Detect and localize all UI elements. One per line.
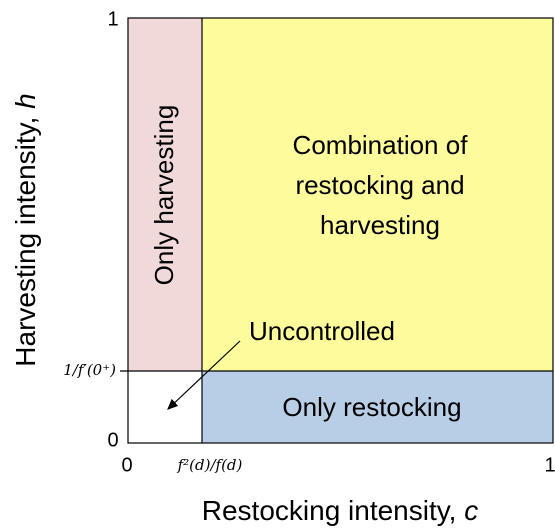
y-tick: 1: [107, 8, 118, 30]
region-label: Only restocking: [282, 392, 461, 422]
label-text: Restocking intensity,: [202, 495, 457, 526]
restock-region: [202, 371, 553, 443]
y-tick: 1/f′(0⁺): [63, 361, 116, 379]
region-label: harvesting: [320, 210, 440, 240]
x-tick: f²(d)/f(d): [177, 456, 243, 474]
label-var: h: [10, 93, 41, 109]
pointer-arrow: [167, 340, 241, 410]
region-label: restocking and: [295, 170, 464, 200]
x-tick: 1: [544, 454, 555, 476]
region-label: Combination of: [293, 130, 469, 160]
region-label: Uncontrolled: [249, 316, 395, 346]
y-tick: 0: [107, 429, 118, 451]
label-var: c: [464, 495, 478, 526]
region-label: Only harvesting: [149, 105, 179, 286]
x-tick: 0: [121, 454, 132, 476]
label-text: Harvesting intensity,: [10, 117, 41, 367]
x-axis-label: Restocking intensity, c: [202, 495, 479, 526]
harvest-region: [128, 18, 202, 371]
combination-region: [202, 18, 553, 371]
y-axis-label: Harvesting intensity, h: [10, 93, 41, 366]
axes-box: [127, 17, 554, 444]
